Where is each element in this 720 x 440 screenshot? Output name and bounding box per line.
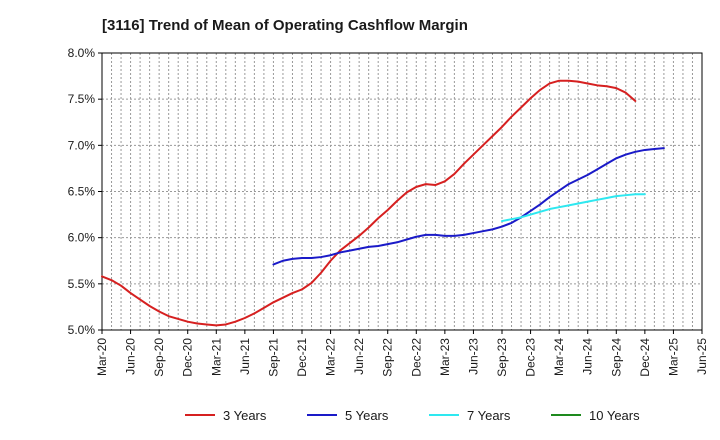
series-line-5-years xyxy=(272,147,665,266)
x-tick-label: Dec-20 xyxy=(181,338,195,377)
x-tick-label: Mar-20 xyxy=(95,338,109,376)
x-tick-label: Jun-23 xyxy=(466,338,480,375)
legend-label-3-years: 3 Years xyxy=(223,408,267,423)
legend: 3 Years 5 Years 7 Years 10 Years xyxy=(185,408,640,423)
y-tick-label: 7.5% xyxy=(68,92,96,106)
x-tick-label: Mar-23 xyxy=(438,338,452,376)
chart-title: [3116] Trend of Mean of Operating Cashfl… xyxy=(102,17,468,34)
axis-layer: 5.0% 5.5% 6.0% 6.5% 7.0% 7.5% 8.0% Mar-20 Jun-20… xyxy=(68,46,709,377)
y-tick-label: 8.0% xyxy=(68,46,96,60)
y-tick-label: 6.0% xyxy=(68,231,96,245)
series-line-7-years xyxy=(501,193,646,223)
series-layer xyxy=(101,79,665,327)
x-tick-label: Mar-21 xyxy=(209,338,223,376)
y-tick-label: 7.0% xyxy=(68,138,96,152)
y-tick-label: 5.0% xyxy=(68,323,96,337)
series-line-3-years xyxy=(101,79,637,327)
y-tick-label: 5.5% xyxy=(68,277,96,291)
x-tick-label: Jun-22 xyxy=(352,338,366,375)
y-tick-label: 6.5% xyxy=(68,185,96,199)
x-tick-label: Dec-22 xyxy=(409,338,423,377)
x-tick-label: Jun-20 xyxy=(124,338,138,375)
x-tick-label: Mar-25 xyxy=(666,338,680,376)
x-tick-label: Dec-24 xyxy=(638,338,652,377)
x-tick-label: Jun-25 xyxy=(695,338,709,375)
legend-label-7-years: 7 Years xyxy=(467,408,511,423)
legend-label-10-years: 10 Years xyxy=(589,408,640,423)
x-tick-label: Jun-21 xyxy=(238,338,252,375)
x-tick-label: Dec-21 xyxy=(295,338,309,377)
x-tick-label: Dec-23 xyxy=(524,338,538,377)
x-tick-label: Sep-22 xyxy=(381,338,395,377)
grid-layer xyxy=(102,53,702,330)
x-tick-label: Jun-24 xyxy=(581,338,595,375)
x-tick-label: Sep-21 xyxy=(266,338,280,377)
legend-label-5-years: 5 Years xyxy=(345,408,389,423)
x-tick-label: Mar-24 xyxy=(552,338,566,376)
x-tick-label: Mar-22 xyxy=(324,338,338,376)
x-tick-label: Sep-20 xyxy=(152,338,166,377)
x-tick-label: Sep-24 xyxy=(609,338,623,377)
x-tick-label: Sep-23 xyxy=(495,338,509,377)
